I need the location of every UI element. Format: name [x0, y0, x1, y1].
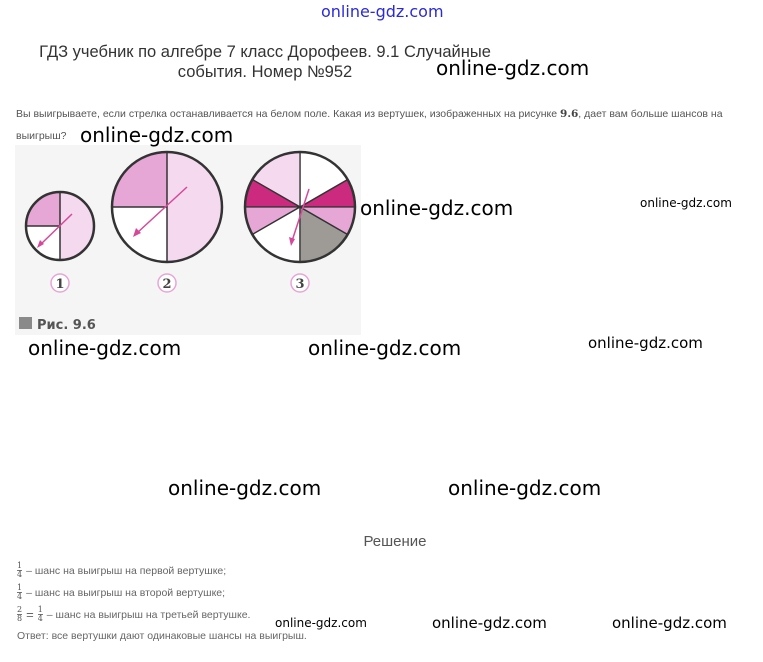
denominator: 4	[17, 592, 23, 601]
problem-text: Вы выигрываете, если стрелка останавлива…	[16, 108, 561, 120]
solution-text: – шанс на выигрыш на второй вертушке;	[26, 586, 226, 599]
arrow-head	[289, 237, 295, 246]
spinner-rim	[243, 150, 357, 264]
figure-caption: Рис. 9.6	[37, 318, 96, 333]
denominator: 4	[37, 614, 43, 623]
watermark: online-gdz.com	[360, 196, 514, 220]
watermark: online-gdz.com	[80, 123, 234, 147]
problem-text-end: , дает вам больше шансов на выигрыш?	[16, 108, 723, 142]
numerator: 1	[17, 561, 23, 571]
site-watermark-link[interactable]: online-gdz.com	[321, 2, 444, 21]
spinner-label-1: 1	[55, 277, 64, 292]
page-title: ГДЗ учебник по алгебре 7 класс Дорофеев.…	[20, 42, 510, 82]
watermark: online-gdz.com	[275, 616, 367, 630]
solution-text: – шанс на выигрыш на третьей вертушке.	[46, 608, 251, 621]
spinner-3	[243, 150, 357, 264]
watermark: online-gdz.com	[448, 476, 602, 500]
solution-heading: Решение	[363, 533, 427, 550]
caption-square-icon	[19, 317, 32, 329]
watermark: online-gdz.com	[588, 334, 703, 352]
figure-reference: 9.6	[560, 108, 579, 120]
solution-text: – шанс на выигрыш на первой вертушке;	[26, 564, 227, 577]
spinner-label-3: 3	[295, 277, 304, 292]
equals-sign: =	[26, 607, 34, 622]
numerator: 1	[37, 605, 43, 615]
watermark: online-gdz.com	[168, 476, 322, 500]
title-line-1: ГДЗ учебник по алгебре 7 класс Дорофеев.…	[39, 43, 491, 61]
watermark: online-gdz.com	[308, 336, 462, 360]
title-line-2: события. Номер №952	[177, 63, 353, 81]
watermark: online-gdz.com	[432, 614, 547, 632]
watermark: online-gdz.com	[28, 336, 182, 360]
spinner-label-2: 2	[162, 277, 171, 292]
numerator: 2	[17, 605, 23, 615]
problem-statement: Вы выигрываете, если стрелка останавлива…	[16, 103, 756, 147]
spinner-2	[110, 150, 224, 264]
denominator: 8	[17, 614, 23, 623]
watermark: online-gdz.com	[436, 56, 590, 80]
solution-answer: Ответ: все вертушки дают одинаковые шанс…	[17, 630, 307, 642]
spinner-1	[24, 190, 96, 262]
numerator: 1	[17, 583, 23, 593]
spinner-figure: 1 2 3 Рис. 9.6	[15, 145, 361, 335]
denominator: 4	[17, 570, 23, 579]
spinner-labels: 1 2 3	[50, 273, 310, 293]
watermark: online-gdz.com	[612, 614, 727, 632]
spinner-arrow	[291, 188, 310, 242]
watermark: online-gdz.com	[640, 196, 732, 210]
